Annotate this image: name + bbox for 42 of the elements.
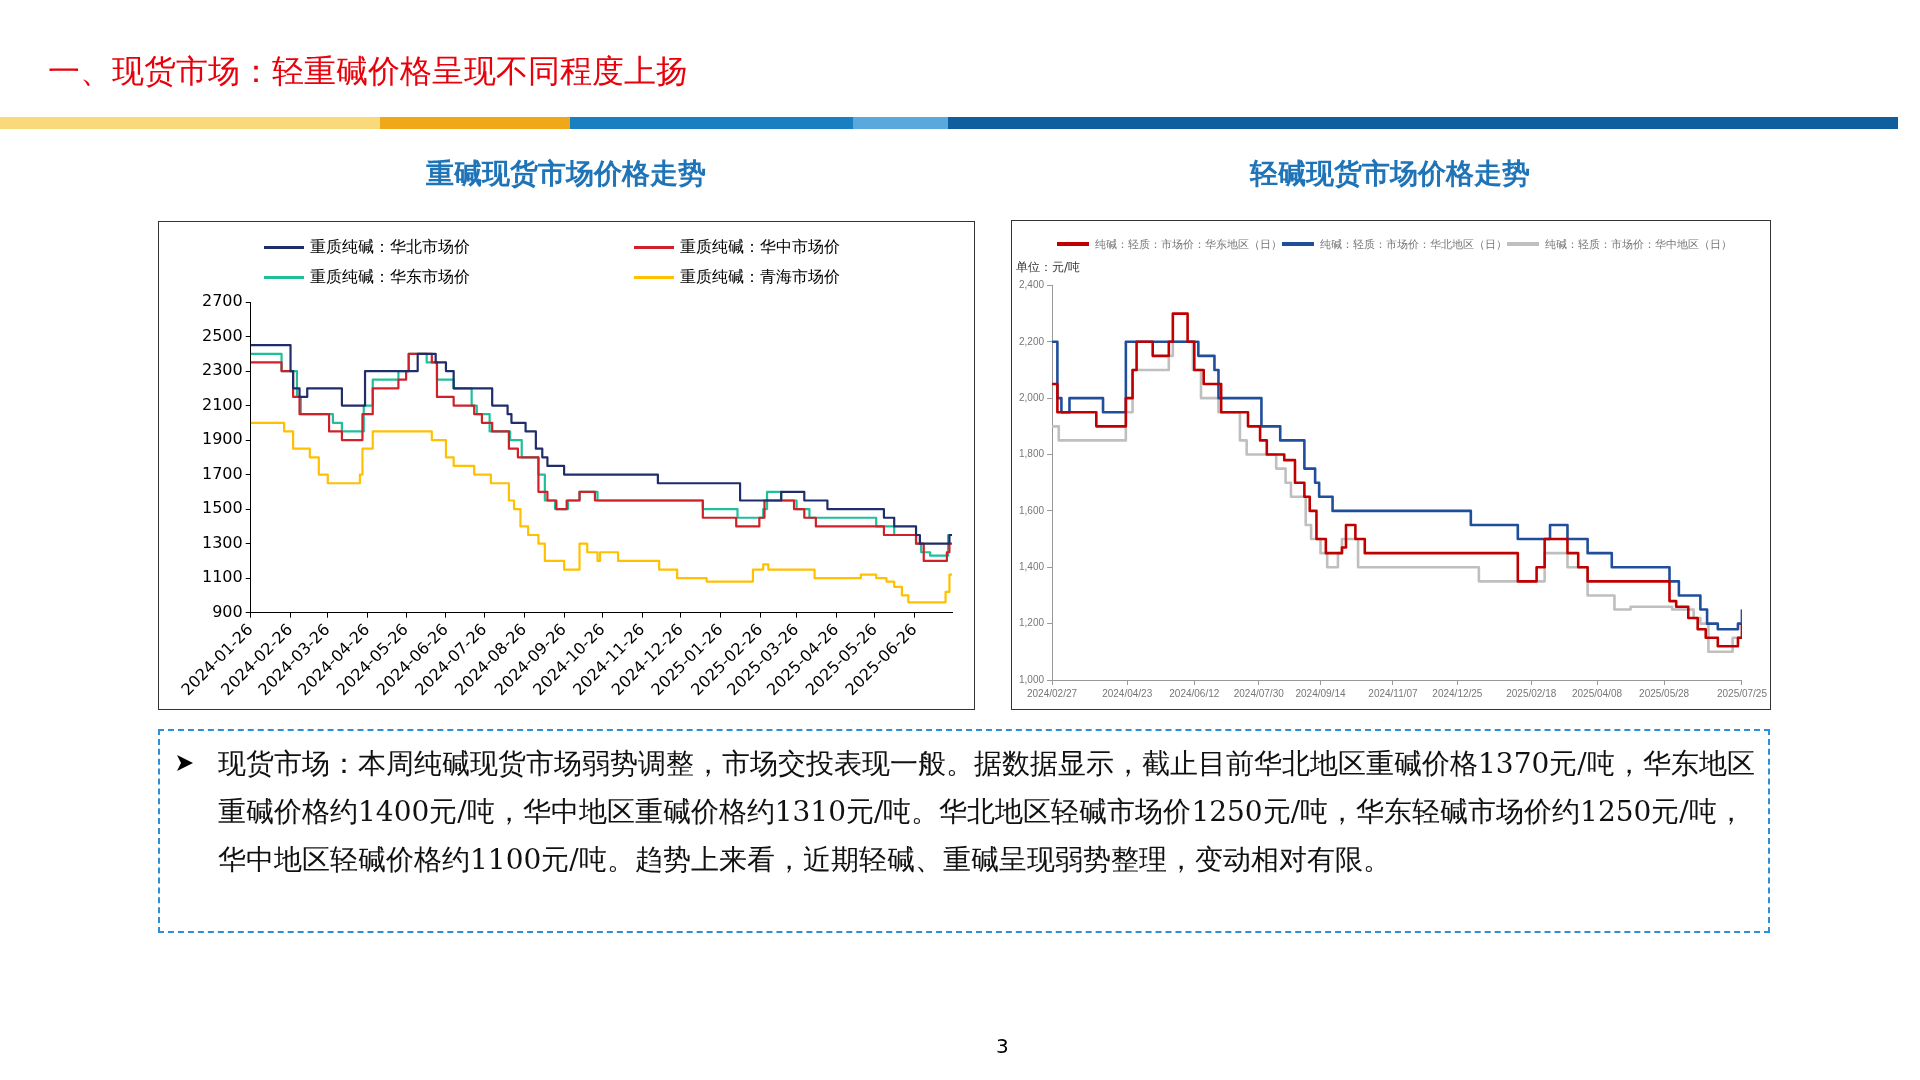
legend-label: 重质纯碱：青海市场价 <box>680 266 840 288</box>
legend-label: 重质纯碱：华北市场价 <box>310 236 470 258</box>
x-tick-label: 2024/02/27 <box>1026 687 1078 699</box>
legend-label: 纯碱：轻质：市场价：华北地区（日） <box>1320 236 1507 252</box>
text: 一、现货市场：轻重碱价格呈现不同程度上扬 <box>48 51 688 92</box>
y-tick-label: 2300 <box>202 360 243 380</box>
legend-label: 纯碱：轻质：市场价：华中地区（日） <box>1545 236 1732 252</box>
legend-label: 纯碱：轻质：市场价：华东地区（日） <box>1095 236 1282 252</box>
chart-title: 轻碱现货市场价格走势 <box>1248 156 1531 192</box>
text: 3 <box>996 1034 1009 1058</box>
x-tick-label: 2024/04/23 <box>1102 687 1153 699</box>
y-tick-label: 1,200 <box>1018 617 1045 629</box>
x-tick-label: 2024/11/07 <box>1368 687 1419 699</box>
y-tick-label: 1,400 <box>1018 561 1045 573</box>
y-tick-label: 1500 <box>202 498 243 518</box>
y-tick-label: 1700 <box>202 463 243 483</box>
x-tick-label: 2025/05/28 <box>1639 687 1690 699</box>
y-tick-label: 2700 <box>202 291 243 311</box>
y-tick-label: 1,800 <box>1018 448 1045 460</box>
x-tick-label: 2024/07/30 <box>1233 687 1285 699</box>
legend-label: 重质纯碱：华中市场价 <box>680 236 840 258</box>
y-tick-label: 1100 <box>202 567 243 587</box>
y-axis-title: 单位：元/吨 <box>1016 260 1081 275</box>
y-tick-label: 2,200 <box>1018 335 1045 347</box>
y-tick-label: 2,400 <box>1018 279 1045 291</box>
x-tick-label: 2024/12/25 <box>1432 687 1483 699</box>
x-tick-label: 2025/07/25 <box>1716 687 1768 699</box>
x-tick-label: 2024/09/14 <box>1295 687 1346 699</box>
y-tick-label: 2100 <box>202 394 243 414</box>
y-tick-label: 2500 <box>202 325 243 345</box>
legend-label: 重质纯碱：华东市场价 <box>310 266 470 288</box>
x-tick-label: 2025/04/08 <box>1571 687 1623 699</box>
y-tick-label: 1,600 <box>1018 504 1045 516</box>
x-tick-label: 2025/02/18 <box>1506 687 1557 699</box>
y-tick-label: 900 <box>212 601 243 621</box>
y-tick-label: 1,000 <box>1018 673 1045 685</box>
x-tick-label: 2024/06/12 <box>1169 687 1220 699</box>
y-tick-label: 2,000 <box>1018 391 1045 403</box>
chart-title: 重碱现货市场价格走势 <box>424 156 707 192</box>
text: 现货市场：本周纯碱现货市场弱势调整，市场交投表现一般。据数据显示，截止目前华北地区重碱价格1370元/吨，华东地区重碱价格约1400元/吨，华中地区重碱价格约1310元/吨。华北地区轻碱市场价1250元/吨，华东轻碱市场价约1250元/吨，华中地区轻碱价格约1100元/吨。趋势上来看，近期轻碱、重碱呈现弱势整理，变动相对有限。 <box>218 746 1756 878</box>
y-tick-label: 1900 <box>202 429 243 449</box>
y-tick-label: 1300 <box>202 532 243 552</box>
